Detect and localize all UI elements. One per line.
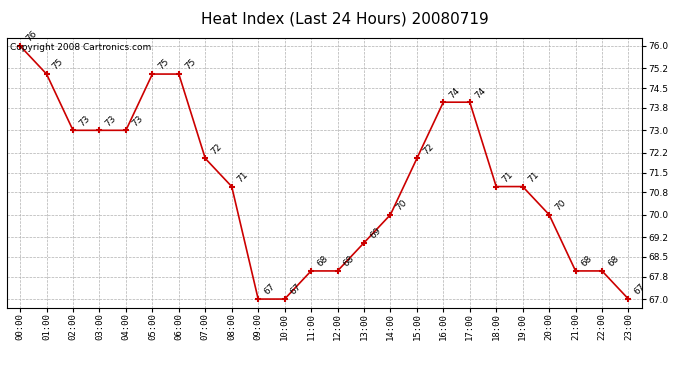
Text: 73: 73 <box>77 114 92 128</box>
Text: 73: 73 <box>130 114 144 128</box>
Text: 71: 71 <box>500 170 515 184</box>
Text: 67: 67 <box>262 282 277 297</box>
Text: Heat Index (Last 24 Hours) 20080719: Heat Index (Last 24 Hours) 20080719 <box>201 11 489 26</box>
Text: 68: 68 <box>342 254 356 269</box>
Text: 70: 70 <box>395 198 409 213</box>
Text: 74: 74 <box>447 86 462 100</box>
Text: 75: 75 <box>183 57 197 72</box>
Text: 69: 69 <box>368 226 382 241</box>
Text: 74: 74 <box>474 86 488 100</box>
Text: Copyright 2008 Cartronics.com: Copyright 2008 Cartronics.com <box>10 43 151 52</box>
Text: 67: 67 <box>633 282 647 297</box>
Text: 75: 75 <box>50 57 65 72</box>
Text: 70: 70 <box>553 198 568 213</box>
Text: 67: 67 <box>288 282 303 297</box>
Text: 68: 68 <box>606 254 620 269</box>
Text: 75: 75 <box>157 57 171 72</box>
Text: 71: 71 <box>526 170 541 184</box>
Text: 68: 68 <box>580 254 594 269</box>
Text: 71: 71 <box>236 170 250 184</box>
Text: 73: 73 <box>104 114 118 128</box>
Text: 72: 72 <box>421 142 435 156</box>
Text: 72: 72 <box>209 142 224 156</box>
Text: 68: 68 <box>315 254 330 269</box>
Text: 76: 76 <box>24 29 39 44</box>
